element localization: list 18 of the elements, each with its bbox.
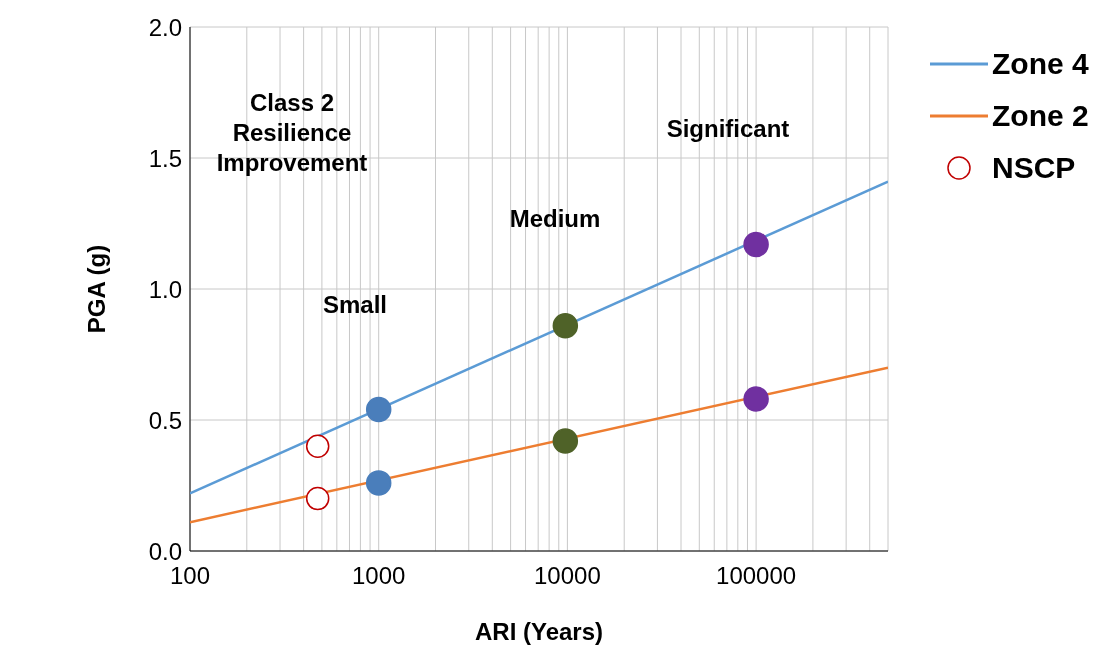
y-tick-label: 0.5 [148,406,182,434]
annotation: Small [322,290,388,320]
annotation: Significant [665,114,791,144]
y-tick-label: 0.0 [148,537,182,565]
x-tick-label: 10000 [534,562,601,590]
legend-label: Zone 4 [992,47,1089,81]
y-tick-label: 1.5 [148,144,182,172]
x-axis-title: ARI (Years) [474,618,604,645]
legend-label: NSCP [992,151,1076,185]
y-tick-label: 2.0 [148,13,182,41]
annotation: Medium [508,204,602,234]
x-tick-label: 1000 [352,562,406,590]
x-tick-label: 100 [169,562,211,590]
x-tick-label: 100000 [716,562,797,590]
y-tick-label: 1.0 [148,275,182,303]
annotation: Class 2 Resilience Improvement [215,88,369,178]
y-axis-title: PGA (g) [82,244,110,334]
legend-label: Zone 2 [992,99,1089,133]
